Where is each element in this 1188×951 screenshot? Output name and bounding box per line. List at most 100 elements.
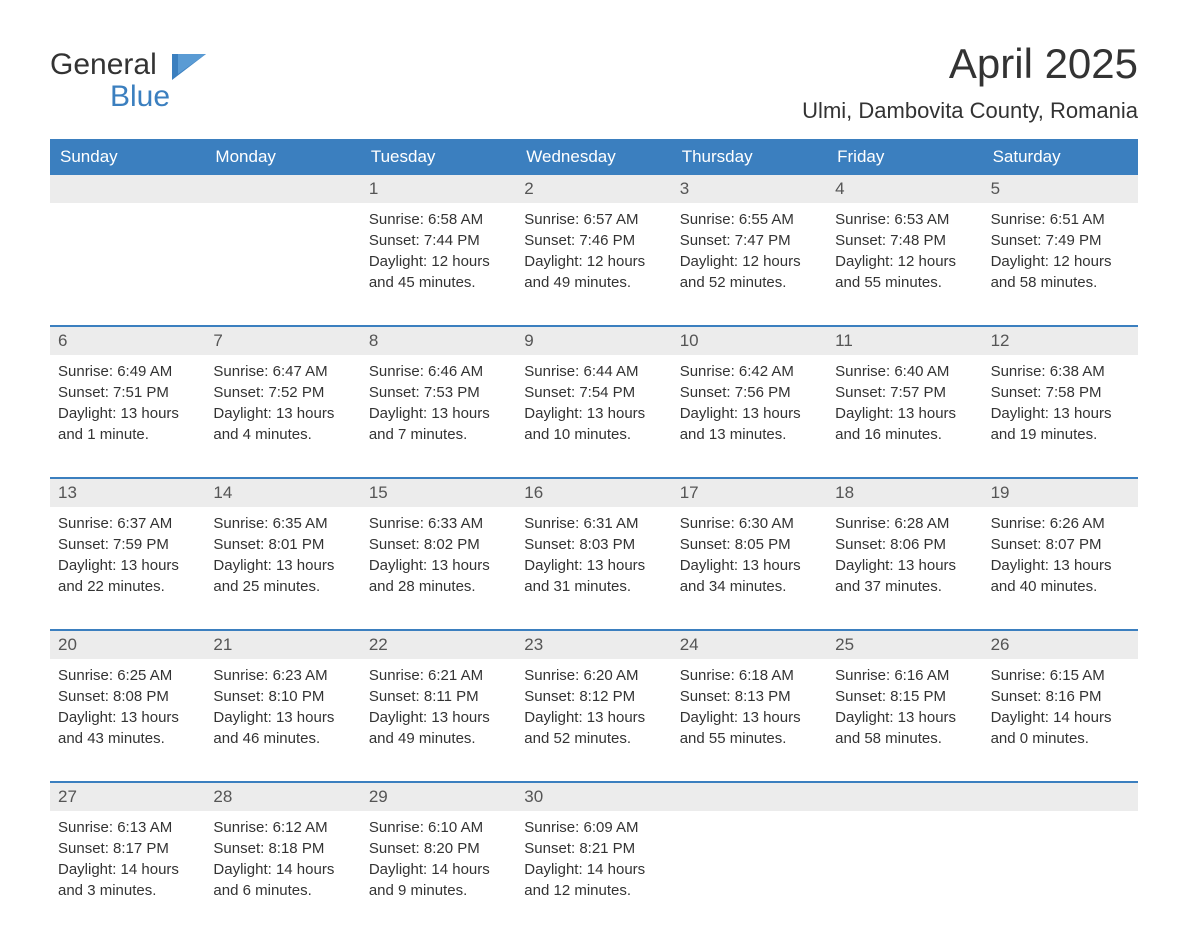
day-number: 28 bbox=[205, 783, 360, 811]
daylight-line: Daylight: 13 hours and 1 minute. bbox=[58, 403, 197, 445]
sunrise-line: Sunrise: 6:47 AM bbox=[213, 361, 352, 382]
day-cell: Sunrise: 6:42 AMSunset: 7:56 PMDaylight:… bbox=[672, 355, 827, 455]
weeks-container: 12345Sunrise: 6:58 AMSunset: 7:44 PMDayl… bbox=[50, 175, 1138, 911]
daylight-line: Daylight: 13 hours and 4 minutes. bbox=[213, 403, 352, 445]
logo-word1: General bbox=[50, 48, 157, 81]
sunrise-line: Sunrise: 6:49 AM bbox=[58, 361, 197, 382]
day-cell: Sunrise: 6:38 AMSunset: 7:58 PMDaylight:… bbox=[983, 355, 1138, 455]
sunset-line: Sunset: 8:11 PM bbox=[369, 686, 508, 707]
sunrise-line: Sunrise: 6:33 AM bbox=[369, 513, 508, 534]
day-number: 14 bbox=[205, 479, 360, 507]
daylight-line: Daylight: 13 hours and 49 minutes. bbox=[369, 707, 508, 749]
daynum-row: 20212223242526 bbox=[50, 631, 1138, 659]
day-number: 12 bbox=[983, 327, 1138, 355]
daylight-line: Daylight: 13 hours and 25 minutes. bbox=[213, 555, 352, 597]
sunrise-line: Sunrise: 6:18 AM bbox=[680, 665, 819, 686]
day-cell: Sunrise: 6:28 AMSunset: 8:06 PMDaylight:… bbox=[827, 507, 982, 607]
sunset-line: Sunset: 7:54 PM bbox=[524, 382, 663, 403]
day-number: 23 bbox=[516, 631, 671, 659]
daycontent-row: Sunrise: 6:13 AMSunset: 8:17 PMDaylight:… bbox=[50, 811, 1138, 911]
sunrise-line: Sunrise: 6:23 AM bbox=[213, 665, 352, 686]
sunrise-line: Sunrise: 6:55 AM bbox=[680, 209, 819, 230]
day-cell: Sunrise: 6:30 AMSunset: 8:05 PMDaylight:… bbox=[672, 507, 827, 607]
daynum-row: 12345 bbox=[50, 175, 1138, 203]
day-number: 6 bbox=[50, 327, 205, 355]
day-cell: Sunrise: 6:53 AMSunset: 7:48 PMDaylight:… bbox=[827, 203, 982, 303]
sunrise-line: Sunrise: 6:37 AM bbox=[58, 513, 197, 534]
sunrise-line: Sunrise: 6:31 AM bbox=[524, 513, 663, 534]
sunset-line: Sunset: 7:53 PM bbox=[369, 382, 508, 403]
daycontent-row: Sunrise: 6:49 AMSunset: 7:51 PMDaylight:… bbox=[50, 355, 1138, 455]
daylight-line: Daylight: 13 hours and 37 minutes. bbox=[835, 555, 974, 597]
daylight-line: Daylight: 12 hours and 45 minutes. bbox=[369, 251, 508, 293]
sunrise-line: Sunrise: 6:28 AM bbox=[835, 513, 974, 534]
day-number: 1 bbox=[361, 175, 516, 203]
day-number: 27 bbox=[50, 783, 205, 811]
daylight-line: Daylight: 13 hours and 13 minutes. bbox=[680, 403, 819, 445]
daylight-line: Daylight: 13 hours and 19 minutes. bbox=[991, 403, 1130, 445]
day-cell bbox=[983, 811, 1138, 911]
daylight-line: Daylight: 13 hours and 7 minutes. bbox=[369, 403, 508, 445]
month-title: April 2025 bbox=[802, 40, 1138, 88]
day-number: 13 bbox=[50, 479, 205, 507]
day-number: 24 bbox=[672, 631, 827, 659]
daylight-line: Daylight: 13 hours and 46 minutes. bbox=[213, 707, 352, 749]
week-row: 6789101112Sunrise: 6:49 AMSunset: 7:51 P… bbox=[50, 325, 1138, 455]
sunrise-line: Sunrise: 6:09 AM bbox=[524, 817, 663, 838]
day-cell bbox=[827, 811, 982, 911]
daylight-line: Daylight: 12 hours and 55 minutes. bbox=[835, 251, 974, 293]
day-cell: Sunrise: 6:55 AMSunset: 7:47 PMDaylight:… bbox=[672, 203, 827, 303]
daylight-line: Daylight: 13 hours and 10 minutes. bbox=[524, 403, 663, 445]
sunset-line: Sunset: 8:08 PM bbox=[58, 686, 197, 707]
logo-text-block: General Blue bbox=[50, 50, 170, 114]
sunrise-line: Sunrise: 6:40 AM bbox=[835, 361, 974, 382]
daylight-line: Daylight: 14 hours and 12 minutes. bbox=[524, 859, 663, 901]
day-cell: Sunrise: 6:49 AMSunset: 7:51 PMDaylight:… bbox=[50, 355, 205, 455]
sunrise-line: Sunrise: 6:42 AM bbox=[680, 361, 819, 382]
sunset-line: Sunset: 7:47 PM bbox=[680, 230, 819, 251]
day-number bbox=[672, 783, 827, 811]
day-number: 9 bbox=[516, 327, 671, 355]
sunset-line: Sunset: 8:06 PM bbox=[835, 534, 974, 555]
day-number: 4 bbox=[827, 175, 982, 203]
day-number: 15 bbox=[361, 479, 516, 507]
day-number: 10 bbox=[672, 327, 827, 355]
sunset-line: Sunset: 7:52 PM bbox=[213, 382, 352, 403]
sunrise-line: Sunrise: 6:58 AM bbox=[369, 209, 508, 230]
daylight-line: Daylight: 13 hours and 16 minutes. bbox=[835, 403, 974, 445]
daylight-line: Daylight: 12 hours and 49 minutes. bbox=[524, 251, 663, 293]
daylight-line: Daylight: 13 hours and 31 minutes. bbox=[524, 555, 663, 597]
weekday-header-row: SundayMondayTuesdayWednesdayThursdayFrid… bbox=[50, 139, 1138, 175]
week-row: 13141516171819Sunrise: 6:37 AMSunset: 7:… bbox=[50, 477, 1138, 607]
daylight-line: Daylight: 13 hours and 55 minutes. bbox=[680, 707, 819, 749]
day-number: 16 bbox=[516, 479, 671, 507]
sunset-line: Sunset: 8:12 PM bbox=[524, 686, 663, 707]
sunrise-line: Sunrise: 6:25 AM bbox=[58, 665, 197, 686]
day-cell: Sunrise: 6:25 AMSunset: 8:08 PMDaylight:… bbox=[50, 659, 205, 759]
weekday-label: Sunday bbox=[50, 139, 205, 175]
day-cell: Sunrise: 6:20 AMSunset: 8:12 PMDaylight:… bbox=[516, 659, 671, 759]
day-cell: Sunrise: 6:58 AMSunset: 7:44 PMDaylight:… bbox=[361, 203, 516, 303]
day-cell bbox=[50, 203, 205, 303]
sunrise-line: Sunrise: 6:20 AM bbox=[524, 665, 663, 686]
week-row: 12345Sunrise: 6:58 AMSunset: 7:44 PMDayl… bbox=[50, 175, 1138, 303]
daynum-row: 13141516171819 bbox=[50, 479, 1138, 507]
day-cell: Sunrise: 6:13 AMSunset: 8:17 PMDaylight:… bbox=[50, 811, 205, 911]
sunset-line: Sunset: 7:44 PM bbox=[369, 230, 508, 251]
day-cell: Sunrise: 6:09 AMSunset: 8:21 PMDaylight:… bbox=[516, 811, 671, 911]
daynum-row: 6789101112 bbox=[50, 327, 1138, 355]
daylight-line: Daylight: 14 hours and 9 minutes. bbox=[369, 859, 508, 901]
daycontent-row: Sunrise: 6:37 AMSunset: 7:59 PMDaylight:… bbox=[50, 507, 1138, 607]
daylight-line: Daylight: 14 hours and 3 minutes. bbox=[58, 859, 197, 901]
sunset-line: Sunset: 8:02 PM bbox=[369, 534, 508, 555]
sunset-line: Sunset: 8:03 PM bbox=[524, 534, 663, 555]
day-cell: Sunrise: 6:15 AMSunset: 8:16 PMDaylight:… bbox=[983, 659, 1138, 759]
sunset-line: Sunset: 8:13 PM bbox=[680, 686, 819, 707]
sunset-line: Sunset: 8:21 PM bbox=[524, 838, 663, 859]
day-cell: Sunrise: 6:37 AMSunset: 7:59 PMDaylight:… bbox=[50, 507, 205, 607]
daylight-line: Daylight: 13 hours and 34 minutes. bbox=[680, 555, 819, 597]
sunrise-line: Sunrise: 6:57 AM bbox=[524, 209, 663, 230]
daylight-line: Daylight: 12 hours and 52 minutes. bbox=[680, 251, 819, 293]
day-cell: Sunrise: 6:31 AMSunset: 8:03 PMDaylight:… bbox=[516, 507, 671, 607]
day-number: 11 bbox=[827, 327, 982, 355]
